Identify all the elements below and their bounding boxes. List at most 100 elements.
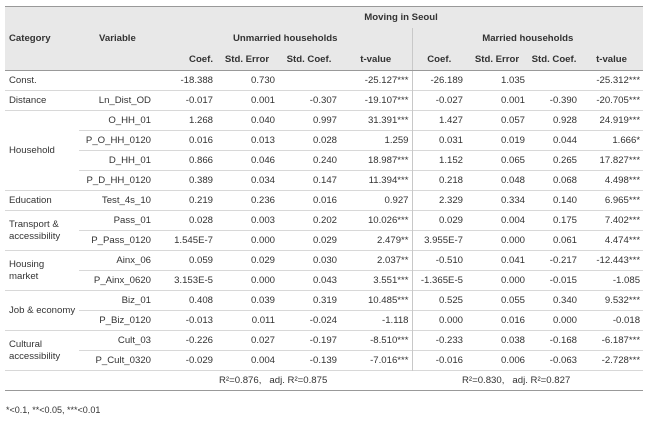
value-cell: 0.334: [466, 190, 528, 211]
value-cell: 0.525: [411, 290, 466, 311]
table-row: Housing market Ainx_06 0.059 0.029 0.030 2.03…: [5, 250, 644, 291]
value-cell: 0.000: [411, 310, 466, 331]
value-cell: 0.048: [466, 170, 528, 191]
value-cell: 0.240: [278, 150, 340, 171]
value-cell: 2.037**: [340, 250, 412, 271]
value-cell: 3.153E-5: [159, 270, 216, 291]
value-cell: -25.127***: [340, 70, 412, 91]
variable-cell: Ln_Dist_OD: [79, 90, 159, 111]
value-cell: [278, 70, 340, 91]
value-cell: 0.004: [216, 350, 278, 371]
value-cell: 0.055: [466, 290, 528, 311]
value-cell: 0.028: [159, 210, 216, 231]
value-cell: -0.197: [278, 330, 340, 351]
value-cell: 6.965***: [580, 190, 644, 211]
value-cell: 0.040: [216, 110, 278, 131]
table-row: P_Biz_0120 -0.013 0.011 -0.024 -1.118 0.000 0.…: [5, 310, 644, 331]
value-cell: [528, 70, 580, 91]
value-cell: -7.016***: [340, 350, 412, 371]
value-cell: 10.026***: [340, 210, 412, 231]
value-cell: 0.016: [466, 310, 528, 331]
value-cell: 0.730: [216, 70, 278, 91]
header-row-subgroups: Category Variable Unmarried households M…: [5, 28, 644, 49]
value-cell: -25.312***: [580, 70, 644, 91]
category-cell: Education: [5, 190, 79, 211]
category-cell: Const.: [5, 70, 79, 91]
value-cell: 2.479**: [340, 230, 412, 251]
value-cell: -0.016: [411, 350, 466, 371]
value-cell: 0.039: [216, 290, 278, 311]
married-adj-r2: adj. R²=0.827: [512, 375, 571, 386]
header-row-group: Moving in Seoul: [5, 6, 644, 28]
value-cell: -1.085: [580, 270, 644, 291]
value-cell: -6.187***: [580, 330, 644, 351]
value-cell: 1.268: [159, 110, 216, 131]
value-cell: 4.498***: [580, 170, 644, 191]
value-cell: 0.016: [159, 130, 216, 151]
value-cell: -0.017: [159, 90, 216, 111]
header-married: Married households: [411, 28, 644, 49]
value-cell: 1.152: [411, 150, 466, 171]
value-cell: -0.390: [528, 90, 580, 111]
value-cell: 0.016: [278, 190, 340, 211]
value-cell: -0.018: [580, 310, 644, 331]
value-cell: 17.827***: [580, 150, 644, 171]
header-row-columns: Coef. Std. Error Std. Coef. t-value Coef…: [5, 49, 644, 71]
value-cell: 0.011: [216, 310, 278, 331]
header-group-title: Moving in Seoul: [159, 6, 644, 28]
value-cell: 1.545E-7: [159, 230, 216, 251]
value-cell: 0.030: [278, 250, 340, 271]
table-row: P_Ainx_0620 3.153E-5 0.000 0.043 3.551*** -1.…: [5, 270, 644, 291]
value-cell: -0.063: [528, 350, 580, 371]
value-cell: 0.001: [216, 90, 278, 111]
value-cell: 0.175: [528, 210, 580, 231]
unmarried-r2: R²=0.876,: [219, 375, 262, 386]
value-cell: -0.510: [411, 250, 466, 271]
value-cell: 0.265: [528, 150, 580, 171]
value-cell: 0.028: [278, 130, 340, 151]
unmarried-adj-r2: adj. R²=0.875: [269, 375, 328, 386]
value-cell: 0.019: [466, 130, 528, 151]
value-cell: 0.029: [278, 230, 340, 251]
value-cell: 0.031: [411, 130, 466, 151]
value-cell: 1.259: [340, 130, 412, 151]
value-cell: 0.000: [528, 310, 580, 331]
table-fit-stats: R²=0.876, adj. R²=0.875 R²=0.830, adj. R…: [5, 370, 644, 391]
value-cell: 0.408: [159, 290, 216, 311]
value-cell: -20.705***: [580, 90, 644, 111]
value-cell: 0.013: [216, 130, 278, 151]
value-cell: 0.319: [278, 290, 340, 311]
value-cell: -1.365E-5: [411, 270, 466, 291]
category-cell: Transport & accessibility: [5, 210, 79, 251]
col-header: t-value: [580, 49, 644, 71]
value-cell: -0.015: [528, 270, 580, 291]
col-header: Std. Error: [216, 49, 278, 71]
value-cell: 0.000: [216, 270, 278, 291]
fit-row: R²=0.876, adj. R²=0.875 R²=0.830, adj. R…: [5, 370, 644, 391]
col-header: Std. Coef.: [528, 49, 580, 71]
value-cell: 0.927: [340, 190, 412, 211]
value-cell: 1.427: [411, 110, 466, 131]
value-cell: 1.035: [466, 70, 528, 91]
col-header: Std. Coef.: [278, 49, 340, 71]
variable-cell: P_Pass_0120: [79, 230, 159, 251]
variable-cell: Cult_03: [79, 330, 159, 351]
regression-table: Moving in Seoul Category Variable Unmarr…: [5, 6, 644, 391]
value-cell: 0.000: [466, 230, 528, 251]
value-cell: 0.061: [528, 230, 580, 251]
table-row: D_HH_01 0.866 0.046 0.240 18.987*** 1.152 0.06…: [5, 150, 644, 171]
table-row: Const. -18.388 0.730 -25.127*** -26.189 1.035…: [5, 70, 644, 91]
value-cell: -0.233: [411, 330, 466, 351]
value-cell: 7.402***: [580, 210, 644, 231]
married-r2: R²=0.830,: [462, 375, 505, 386]
value-cell: 0.029: [216, 250, 278, 271]
value-cell: 0.866: [159, 150, 216, 171]
value-cell: 0.147: [278, 170, 340, 191]
header-blank: [5, 49, 79, 71]
value-cell: 0.044: [528, 130, 580, 151]
value-cell: 4.474***: [580, 230, 644, 251]
variable-cell: P_Biz_0120: [79, 310, 159, 331]
value-cell: 0.389: [159, 170, 216, 191]
col-header: Coef.: [411, 49, 466, 71]
category-cell: Job & economy: [5, 290, 79, 331]
